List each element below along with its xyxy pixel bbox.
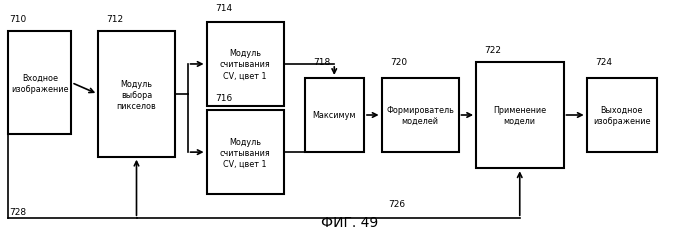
- Text: 712: 712: [106, 15, 123, 24]
- Text: 716: 716: [216, 93, 233, 102]
- Text: Применение
модели: Применение модели: [494, 106, 546, 125]
- Text: Максимум: Максимум: [312, 111, 356, 120]
- Text: 710: 710: [9, 15, 27, 24]
- Bar: [587, 79, 657, 152]
- Text: Модуль
считывания
CV, цвет 1: Модуль считывания CV, цвет 1: [220, 137, 270, 168]
- Text: 720: 720: [391, 58, 407, 67]
- Text: 728: 728: [9, 207, 26, 216]
- Bar: [476, 62, 564, 169]
- Text: Формирователь
моделей: Формирователь моделей: [386, 106, 454, 125]
- Text: 714: 714: [216, 4, 232, 13]
- Bar: [304, 79, 364, 152]
- Bar: [98, 32, 175, 157]
- Text: Входное
изображение: Входное изображение: [11, 73, 69, 93]
- Text: 726: 726: [389, 199, 405, 208]
- Text: Модуль
считывания
CV, цвет 1: Модуль считывания CV, цвет 1: [220, 49, 270, 80]
- Text: 724: 724: [596, 58, 612, 67]
- Text: 718: 718: [313, 58, 330, 67]
- Text: 722: 722: [484, 46, 501, 55]
- Bar: [206, 111, 284, 194]
- Text: Модуль
выбора
пикселов: Модуль выбора пикселов: [117, 79, 156, 110]
- Bar: [8, 32, 71, 134]
- Text: Выходное
изображение: Выходное изображение: [593, 106, 650, 125]
- Text: ФИГ. 49: ФИГ. 49: [321, 215, 379, 229]
- Bar: [206, 23, 284, 106]
- Bar: [382, 79, 458, 152]
